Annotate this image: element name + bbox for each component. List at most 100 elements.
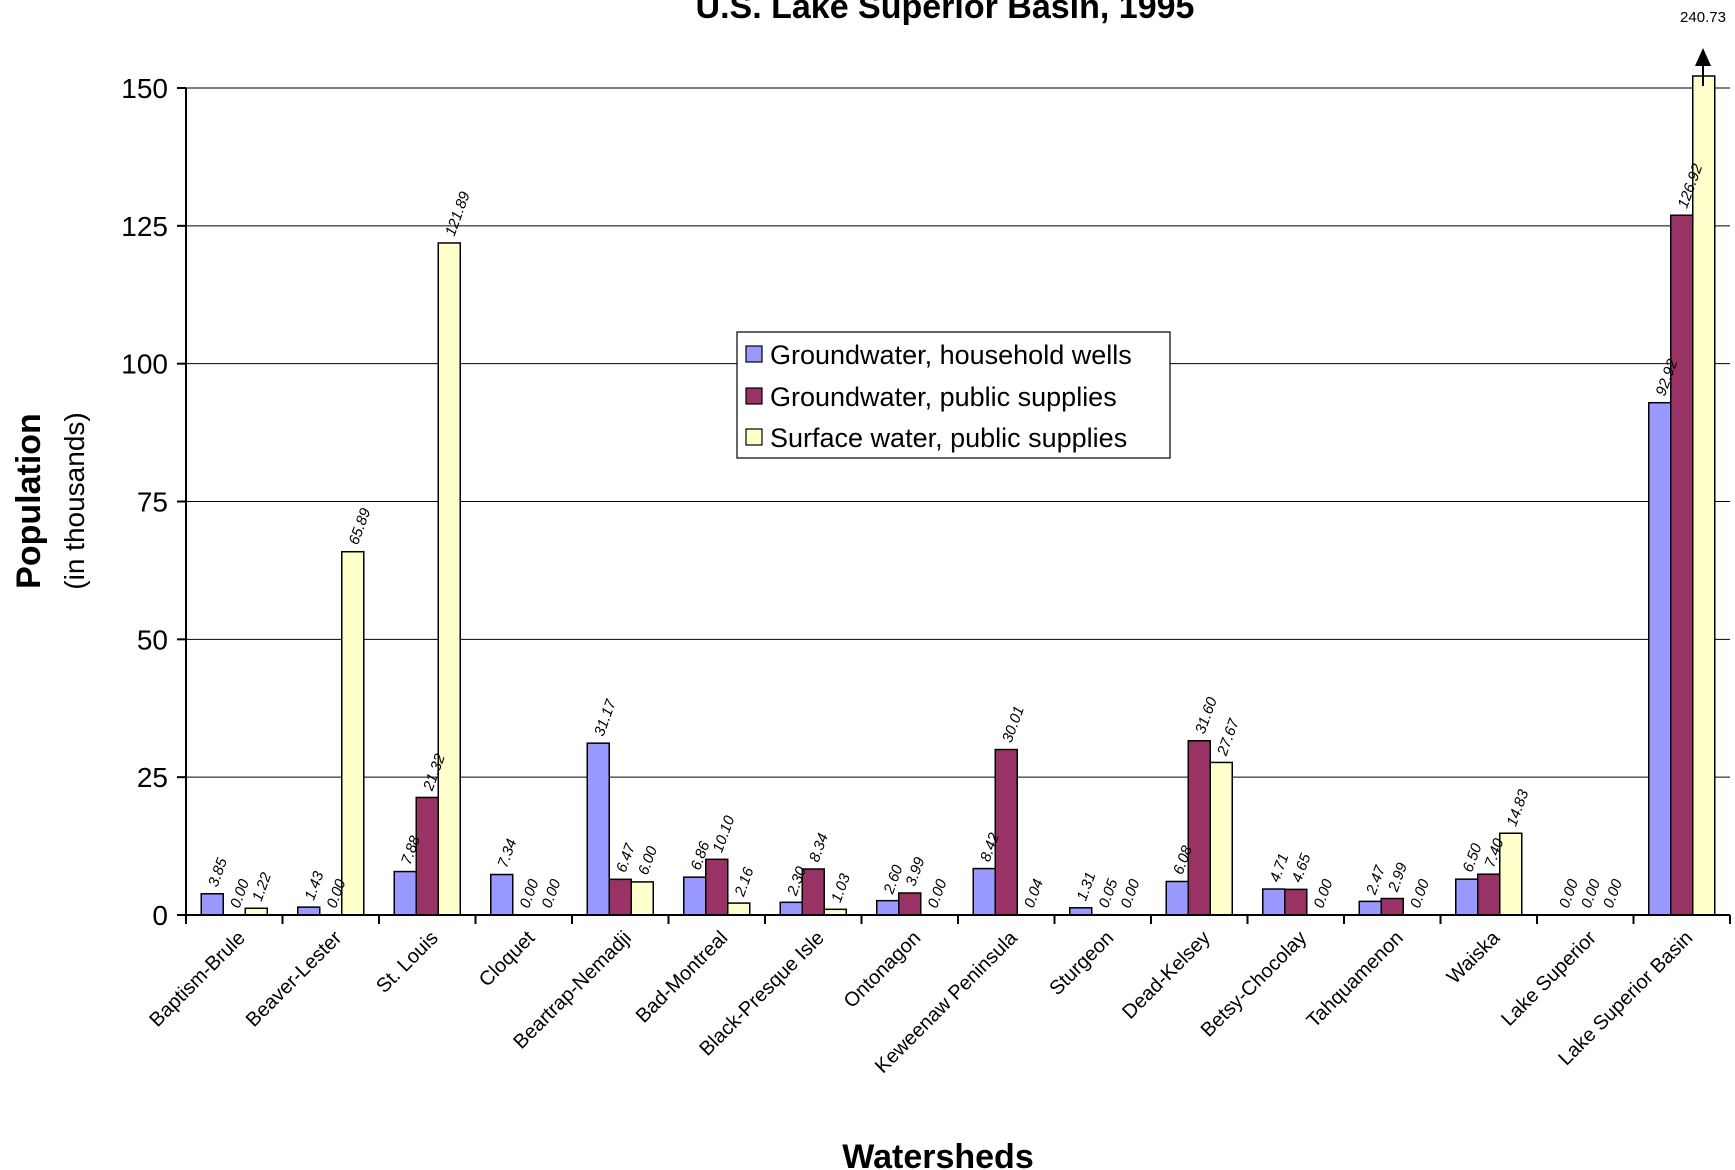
legend: Groundwater, household wells Groundwater… bbox=[736, 331, 1171, 459]
bar bbox=[779, 901, 803, 916]
bar bbox=[297, 906, 321, 916]
data-label: 0.00 bbox=[1118, 877, 1144, 911]
bar bbox=[683, 876, 707, 916]
data-label: 0.00 bbox=[1407, 877, 1433, 911]
data-label: 0.00 bbox=[1600, 877, 1626, 911]
data-label: 1.03 bbox=[828, 871, 854, 905]
data-label: 30.01 bbox=[999, 704, 1028, 745]
data-label: 1.43 bbox=[302, 869, 328, 903]
data-label: 0.00 bbox=[539, 877, 565, 911]
y-tick-label: 50 bbox=[137, 624, 168, 655]
category-label: Beaver-Lester bbox=[242, 927, 347, 1032]
bar bbox=[1284, 888, 1308, 916]
category-label: Tahquamenon bbox=[1303, 927, 1408, 1032]
y-ticks: 0 25 50 75 100 125 150 bbox=[121, 73, 186, 931]
bar bbox=[1648, 401, 1672, 916]
legend-label-surface-public: Surface water, public supplies bbox=[770, 423, 1127, 453]
data-label: 3.85 bbox=[205, 855, 231, 889]
legend-swatch-surface-public bbox=[745, 428, 763, 446]
data-label: 1.22 bbox=[249, 870, 275, 904]
category-label: Dead-Kelsey bbox=[1118, 927, 1215, 1024]
y-tick-label: 150 bbox=[121, 73, 168, 104]
y-axis-sublabel: (in thousands) bbox=[59, 412, 90, 589]
bar bbox=[898, 892, 922, 916]
data-label: 8.34 bbox=[806, 831, 832, 864]
offscale-arrow: 240.73 bbox=[1680, 9, 1726, 86]
bar bbox=[200, 893, 224, 916]
x-axis-label: Watersheds bbox=[842, 1138, 1033, 1170]
bar bbox=[972, 867, 996, 916]
bar bbox=[586, 742, 610, 916]
category-label: Ontonagon bbox=[840, 927, 926, 1013]
y-tick-label: 100 bbox=[121, 349, 168, 380]
bars bbox=[200, 75, 1716, 916]
data-label: 6.00 bbox=[635, 843, 661, 877]
y-axis-label: Population bbox=[10, 413, 48, 589]
data-label: 31.60 bbox=[1192, 694, 1221, 736]
y-tick-label: 125 bbox=[121, 211, 168, 242]
bar bbox=[393, 870, 417, 916]
legend-label-household-wells: Groundwater, household wells bbox=[770, 340, 1132, 370]
bar bbox=[630, 881, 654, 916]
category-label: Waiska bbox=[1443, 926, 1505, 988]
bar bbox=[1358, 900, 1382, 916]
bar bbox=[1380, 897, 1404, 916]
bar bbox=[1069, 907, 1093, 916]
category-label: Lake Superior bbox=[1497, 927, 1601, 1031]
data-label: 0.00 bbox=[227, 877, 253, 911]
y-tick-label: 75 bbox=[137, 487, 168, 518]
bar bbox=[1165, 880, 1189, 916]
category-label: St. Louis bbox=[372, 927, 443, 998]
category-label: Betsy-Chocolay bbox=[1197, 927, 1312, 1042]
data-label: 10.10 bbox=[710, 813, 739, 855]
category-label: Bad-Montreal bbox=[632, 927, 732, 1027]
data-label: 65.89 bbox=[346, 505, 375, 547]
bar bbox=[244, 907, 268, 916]
bar bbox=[727, 902, 751, 916]
y-tick-label: 25 bbox=[137, 762, 168, 793]
bar bbox=[876, 899, 900, 916]
bar bbox=[1692, 75, 1716, 916]
bar bbox=[437, 242, 461, 916]
data-label: 27.67 bbox=[1214, 716, 1243, 759]
legend-swatch-household-wells bbox=[745, 345, 763, 363]
bar bbox=[415, 796, 439, 916]
data-label: 0.00 bbox=[1311, 877, 1337, 911]
data-label: 0.04 bbox=[1021, 877, 1047, 910]
y-tick-label: 0 bbox=[152, 900, 168, 931]
data-label: 3.99 bbox=[903, 855, 929, 889]
data-label: 14.83 bbox=[1504, 787, 1533, 829]
bar bbox=[1187, 740, 1211, 916]
legend-box bbox=[736, 331, 1171, 459]
category-label: Cloquet bbox=[475, 927, 540, 992]
data-label: 121.89 bbox=[442, 189, 474, 239]
data-label: 1.31 bbox=[1074, 870, 1100, 903]
data-label: 0.00 bbox=[925, 877, 951, 911]
data-label: 2.99 bbox=[1385, 860, 1412, 895]
bar bbox=[1670, 214, 1694, 916]
bar bbox=[490, 873, 514, 916]
data-label: 6.50 bbox=[1460, 841, 1486, 875]
category-label: Sturgeon bbox=[1045, 927, 1118, 1000]
category-label: Baptism-Brule bbox=[145, 927, 249, 1031]
bar bbox=[341, 550, 365, 916]
legend-label-gw-public: Groundwater, public supplies bbox=[770, 382, 1117, 412]
data-label: 4.65 bbox=[1289, 851, 1315, 885]
bar bbox=[608, 878, 632, 916]
bar bbox=[1455, 878, 1479, 916]
bar bbox=[1477, 873, 1501, 916]
data-label: 31.17 bbox=[591, 697, 620, 739]
bar bbox=[705, 858, 729, 916]
data-label: 2.16 bbox=[731, 865, 758, 900]
offscale-value-label: 240.73 bbox=[1680, 9, 1726, 26]
bar bbox=[1262, 888, 1286, 916]
chart-title: U.S. Lake Superior Basin, 1995 bbox=[696, 0, 1195, 26]
bar bbox=[994, 748, 1018, 916]
legend-swatch-gw-public bbox=[745, 387, 763, 405]
data-label: 2.47 bbox=[1363, 863, 1390, 898]
offscale-arrow-head bbox=[1695, 48, 1711, 66]
bar bbox=[1209, 761, 1233, 916]
data-label: 7.34 bbox=[495, 837, 521, 870]
